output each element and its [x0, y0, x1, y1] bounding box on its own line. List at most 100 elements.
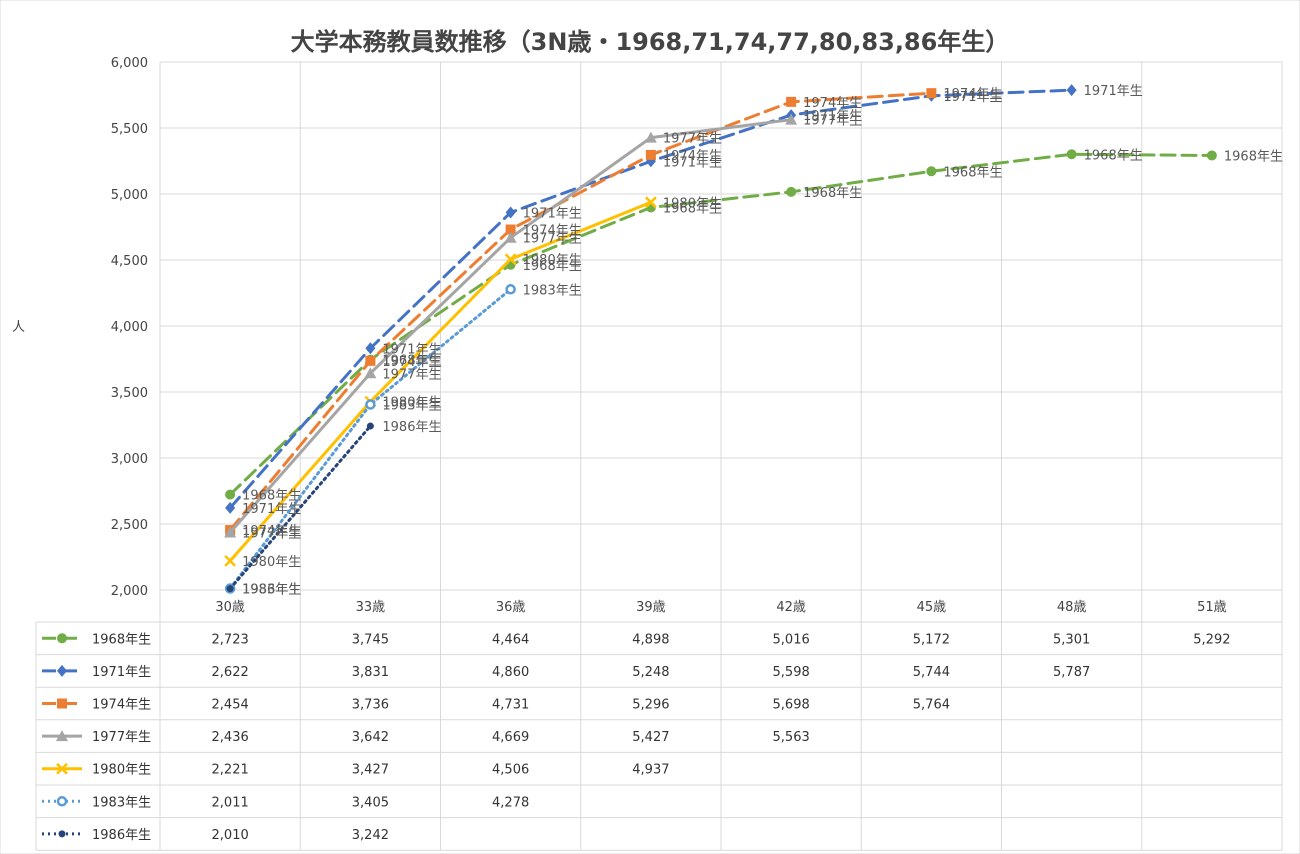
table-cell: 5,248	[632, 665, 669, 680]
table-cell: 5,296	[632, 698, 669, 713]
data-point	[644, 131, 657, 143]
table-cell: 2,011	[212, 795, 249, 810]
data-point	[365, 399, 376, 410]
legend-key-marker	[56, 730, 68, 742]
series-line	[228, 424, 372, 591]
legend-key-marker	[56, 796, 68, 807]
table-cell: 4,898	[632, 632, 669, 647]
table-cell: 3,736	[352, 698, 389, 713]
data-point	[1066, 149, 1077, 160]
table-cell: 3,242	[352, 828, 389, 843]
legend-entry: 1986年生	[92, 828, 151, 843]
y-tick-label: 6,000	[111, 56, 148, 71]
data-point	[505, 206, 516, 219]
x-tick-label: 30歳	[215, 600, 245, 615]
gridlines	[159, 61, 1283, 851]
table-cell: 2,221	[212, 763, 249, 778]
table-cell: 2,622	[212, 665, 249, 680]
series-1986年生	[226, 422, 374, 593]
data-label: 1971年生	[242, 502, 301, 517]
data-label: 1977年生	[803, 114, 862, 129]
table-cell: 5,427	[632, 730, 669, 745]
data-label: 1983年生	[523, 283, 582, 298]
legend-entry: 1983年生	[92, 795, 151, 810]
x-tick-label: 42歳	[776, 600, 806, 615]
data-label: 1974年生	[523, 224, 582, 239]
data-label: 1968年生	[382, 354, 441, 369]
y-axis-label: 人	[12, 320, 25, 335]
table-cell: 4,860	[492, 665, 529, 680]
table-cell: 4,731	[492, 698, 529, 713]
x-tick-label: 36歳	[496, 600, 526, 615]
data-label: 1980年生	[382, 396, 441, 411]
data-label: 1974年生	[242, 524, 301, 539]
data-table: 1968年生 2,723 3,745 4,464 4,898 5,016 5,172 5,30…	[35, 621, 1282, 851]
data-point	[224, 526, 237, 538]
y-tick-label: 2,500	[111, 518, 148, 533]
y-tick-label: 2,000	[111, 584, 148, 599]
legend-entry: 1980年生	[92, 763, 151, 778]
table-cell: 3,405	[352, 795, 389, 810]
x-tick-label: 33歳	[356, 600, 386, 615]
table-cell: 4,464	[492, 632, 529, 647]
x-tick-label: 51歳	[1197, 600, 1227, 615]
table-cell: 3,427	[352, 763, 389, 778]
data-label: 1971年生	[523, 206, 582, 221]
data-label: 1968年生	[523, 259, 582, 274]
table-cell: 4,278	[492, 795, 529, 810]
data-point	[226, 585, 234, 593]
data-label: 1971年生	[382, 342, 441, 357]
data-label: 1968年生	[803, 186, 862, 201]
legend-key-marker	[56, 762, 68, 775]
data-label: 1977年生	[382, 367, 441, 382]
data-label: 1974年生	[663, 149, 722, 164]
data-point	[926, 88, 937, 99]
table-cell: 5,292	[1193, 632, 1230, 647]
data-label: 1977年生	[663, 132, 722, 147]
data-point	[644, 196, 657, 209]
data-label: 1971年生	[803, 109, 862, 124]
y-tick-label: 4,500	[111, 254, 148, 269]
series-1977年生	[224, 113, 798, 538]
legend-key-marker	[57, 633, 67, 644]
table-cell: 3,745	[352, 632, 389, 647]
data-label: 1971年生	[663, 155, 722, 170]
legend-entry: 1971年生	[92, 665, 151, 680]
data-label: 1974年生	[803, 96, 862, 111]
data-label: 1980年生	[242, 555, 301, 570]
data-point	[645, 149, 656, 160]
y-tick-label: 4,000	[111, 320, 148, 335]
table-cell: 4,506	[492, 763, 529, 778]
legend-key-marker	[58, 830, 66, 838]
legend-key-marker	[57, 698, 67, 709]
table-cell: 3,642	[352, 730, 389, 745]
table-cell: 5,698	[773, 698, 810, 713]
data-point	[786, 96, 797, 107]
legend-entry: 1977年生	[92, 730, 151, 745]
data-point	[505, 224, 516, 235]
table-cell: 3,831	[352, 665, 389, 680]
data-label: 1971年生	[1084, 84, 1143, 99]
x-tick-label: 45歳	[917, 600, 947, 615]
data-point	[366, 422, 374, 430]
data-label: 1983年生	[242, 583, 301, 598]
table-cell: 5,598	[773, 665, 810, 680]
table-cell: 5,563	[773, 730, 810, 745]
data-labels: 1968年生 1968年生 1968年生 1968年生 1968年生 1968年生 1968…	[242, 84, 1283, 598]
legend-entry: 1968年生	[92, 632, 151, 647]
data-label: 1974年生	[943, 87, 1002, 102]
x-tick-label: 39歳	[636, 600, 666, 615]
data-point	[786, 186, 797, 197]
legend-entry: 1974年生	[92, 698, 151, 713]
table-cell: 2,010	[212, 828, 249, 843]
table-cell: 2,436	[212, 730, 249, 745]
data-label: 1968年生	[1224, 149, 1283, 164]
data-point	[224, 554, 237, 567]
data-point	[225, 489, 236, 500]
x-tick-label: 48歳	[1057, 600, 1087, 615]
table-cell: 5,016	[773, 632, 810, 647]
y-tick-label: 5,000	[111, 188, 148, 203]
data-label: 1968年生	[663, 201, 722, 216]
data-label: 1977年生	[523, 232, 582, 247]
